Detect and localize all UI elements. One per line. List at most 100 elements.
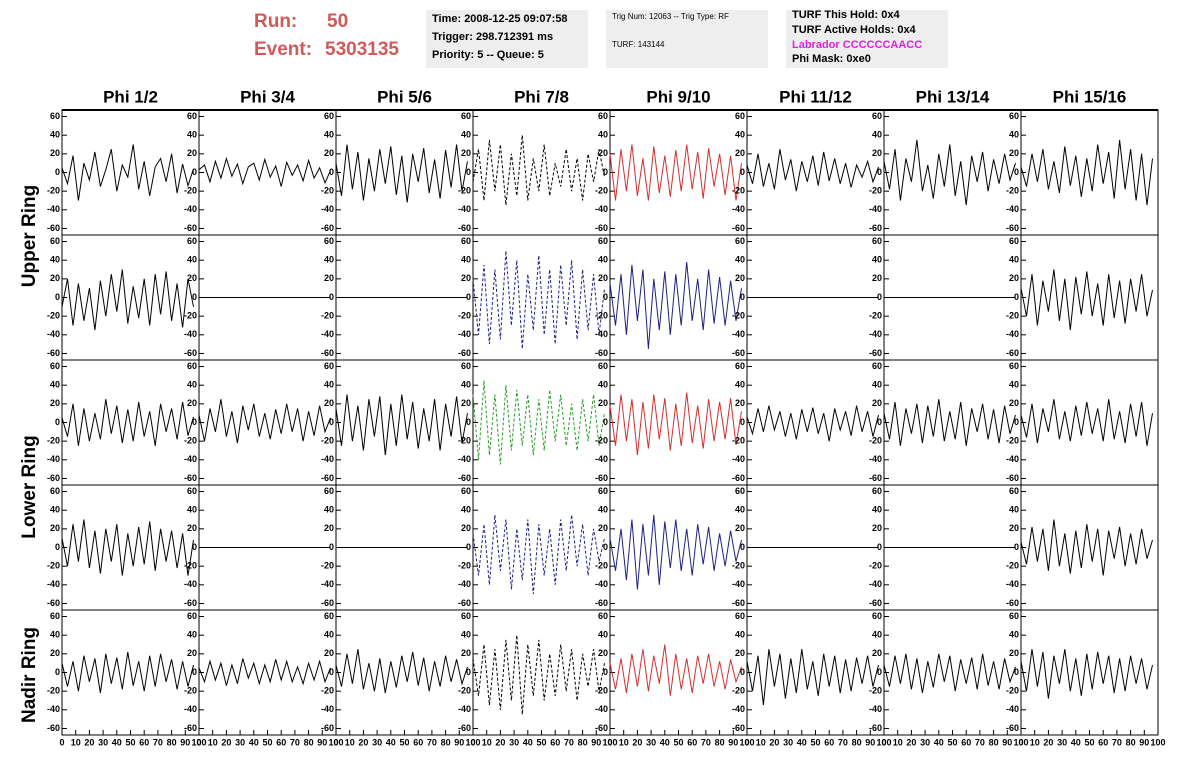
y-tick-label: 20 [735,273,745,283]
waveform [335,144,468,203]
x-tick-label: 80 [852,737,862,747]
y-tick-label: -40 [732,204,745,214]
waveform [1020,649,1153,699]
x-tick-label: 100 [328,737,343,747]
x-tick-label: 90 [728,737,738,747]
x-tick-label: 60 [550,737,560,747]
y-tick-label: 0 [740,167,745,177]
x-tick-label: 10 [208,737,218,747]
x-tick-label: 20 [221,737,231,747]
x-tick-label: 80 [578,737,588,747]
y-tick-label: 40 [461,130,471,140]
y-tick-label: -40 [47,454,60,464]
x-tick-label: 50 [673,737,683,747]
y-tick-label: 40 [598,380,608,390]
y-tick-label: 40 [50,130,60,140]
y-tick-label: -40 [184,704,197,714]
y-tick-label: -40 [321,204,334,214]
y-tick-label: -20 [321,686,334,696]
column-title: Phi 7/8 [514,87,569,106]
y-tick-label: -60 [869,348,882,358]
x-tick-label: 40 [797,737,807,747]
active-holds: TURF Active Holds: 0x4 [792,24,917,36]
y-tick-label: -60 [47,223,60,233]
y-tick-label: -40 [732,579,745,589]
y-tick-label: 40 [1009,630,1019,640]
y-tick-label: -40 [321,579,334,589]
y-tick-label: 20 [461,523,471,533]
y-tick-label: 0 [1014,292,1019,302]
panel-frame [472,609,611,736]
y-tick-label: 60 [187,361,197,371]
x-tick-label: 40 [386,737,396,747]
y-tick-label: -20 [869,436,882,446]
y-tick-label: 0 [329,167,334,177]
y-tick-label: -20 [321,311,334,321]
y-tick-label: 0 [329,417,334,427]
y-tick-label: 0 [603,167,608,177]
y-tick-label: 40 [872,630,882,640]
y-tick-label: -60 [595,473,608,483]
y-tick-label: -40 [1006,704,1019,714]
y-tick-label: 60 [324,361,334,371]
x-tick-label: 60 [687,737,697,747]
y-tick-label: -20 [732,436,745,446]
y-tick-label: -60 [1006,598,1019,608]
y-tick-label: 20 [50,273,60,283]
y-tick-label: 40 [187,380,197,390]
y-tick-label: -20 [595,186,608,196]
y-tick-label: -40 [869,454,882,464]
y-tick-label: 20 [1009,648,1019,658]
y-tick-label: -40 [47,579,60,589]
y-tick-label: 0 [877,667,882,677]
y-tick-label: 20 [50,648,60,658]
x-tick-label: 40 [660,737,670,747]
y-tick-label: 20 [324,648,334,658]
y-tick-label: -20 [321,186,334,196]
panel-frame [746,609,885,736]
y-tick-label: -40 [458,454,471,464]
run-label: Run: [254,11,297,32]
waveform [61,651,194,694]
x-tick-label: 70 [153,737,163,747]
x-tick-label: 90 [1139,737,1149,747]
y-tick-label: 40 [598,130,608,140]
y-tick-label: -40 [595,204,608,214]
y-tick-label: -20 [458,311,471,321]
y-tick-label: 40 [187,130,197,140]
trig-num: Trig Num: 12063 -- Trig Type: RF [612,12,729,21]
y-tick-label: 20 [187,648,197,658]
y-tick-label: -20 [184,686,197,696]
y-tick-label: 0 [1014,667,1019,677]
y-tick-label: 0 [877,292,882,302]
y-tick-label: 60 [1009,111,1019,121]
waveform [472,635,605,715]
x-tick-label: 40 [523,737,533,747]
y-tick-label: 0 [55,667,60,677]
panel-frame [472,109,611,236]
y-tick-label: 20 [598,398,608,408]
x-tick-label: 70 [427,737,437,747]
y-tick-label: 0 [466,167,471,177]
y-tick-label: 60 [735,611,745,621]
panel-frame [335,109,474,236]
y-tick-label: -20 [1006,561,1019,571]
y-tick-label: -20 [732,686,745,696]
y-tick-label: -60 [732,348,745,358]
y-tick-label: -60 [458,223,471,233]
y-tick-label: 20 [1009,523,1019,533]
y-tick-label: 0 [55,167,60,177]
y-tick-label: 20 [1009,273,1019,283]
y-tick-label: 0 [603,542,608,552]
y-tick-label: -20 [595,311,608,321]
y-tick-label: 20 [50,523,60,533]
y-tick-label: 20 [598,148,608,158]
y-tick-label: 40 [598,505,608,515]
waveform [61,269,194,331]
y-tick-label: -20 [595,561,608,571]
x-tick-label: 80 [715,737,725,747]
column-title: Phi 15/16 [1053,87,1127,106]
x-tick-label: 50 [810,737,820,747]
y-tick-label: 0 [466,417,471,427]
y-tick-label: 40 [324,130,334,140]
